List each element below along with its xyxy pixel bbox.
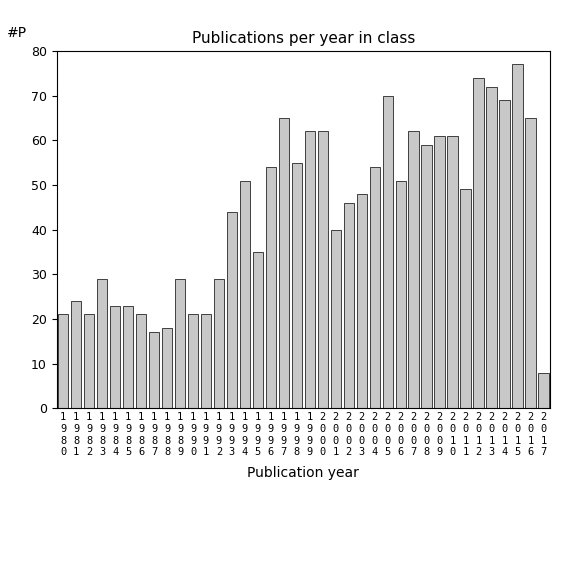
- Bar: [304, 132, 315, 408]
- Bar: [175, 279, 185, 408]
- Bar: [110, 306, 120, 408]
- Bar: [408, 132, 419, 408]
- Bar: [538, 373, 549, 408]
- Bar: [447, 136, 458, 408]
- Bar: [162, 328, 172, 408]
- Bar: [149, 332, 159, 408]
- Bar: [500, 100, 510, 408]
- Bar: [266, 167, 276, 408]
- Bar: [460, 189, 471, 408]
- Text: #P: #P: [7, 26, 27, 40]
- Bar: [486, 87, 497, 408]
- Bar: [188, 315, 198, 408]
- Bar: [253, 252, 263, 408]
- Bar: [214, 279, 224, 408]
- Bar: [331, 230, 341, 408]
- Bar: [123, 306, 133, 408]
- Bar: [201, 315, 211, 408]
- Bar: [357, 194, 367, 408]
- Bar: [318, 132, 328, 408]
- Bar: [513, 65, 523, 408]
- Bar: [227, 212, 237, 408]
- Bar: [84, 315, 94, 408]
- Bar: [278, 118, 289, 408]
- Bar: [97, 279, 107, 408]
- Bar: [240, 180, 250, 408]
- Bar: [421, 145, 432, 408]
- Title: Publications per year in class: Publications per year in class: [192, 31, 415, 46]
- Bar: [434, 136, 445, 408]
- Bar: [525, 118, 536, 408]
- Bar: [473, 78, 484, 408]
- Bar: [370, 167, 380, 408]
- Bar: [291, 163, 302, 408]
- Bar: [383, 96, 393, 408]
- Bar: [71, 301, 82, 408]
- Bar: [136, 315, 146, 408]
- X-axis label: Publication year: Publication year: [247, 466, 359, 480]
- Bar: [344, 203, 354, 408]
- Bar: [396, 180, 406, 408]
- Bar: [58, 315, 69, 408]
